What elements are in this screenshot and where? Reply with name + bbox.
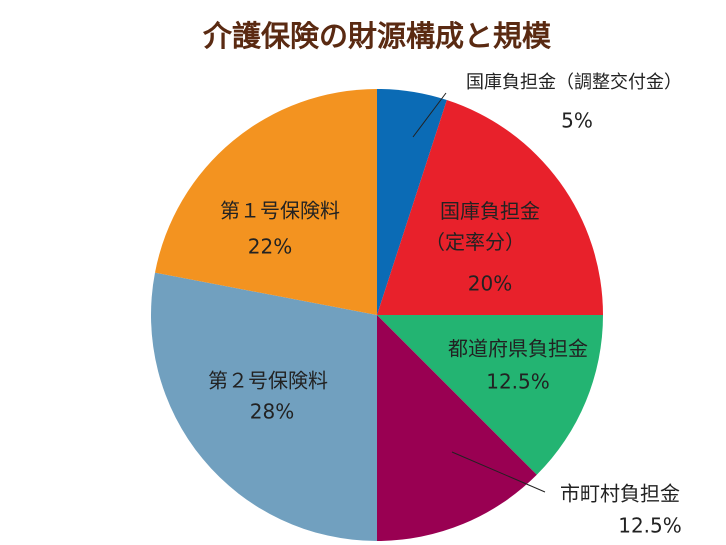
slice-label: 国庫負担金 （定率分）: [425, 199, 540, 254]
value-label: 12.5%: [486, 370, 550, 394]
slice-label: 市町村負担金: [560, 482, 680, 506]
value-label: 28%: [250, 400, 294, 424]
pie-slice: [155, 89, 377, 315]
leader-line: [451, 451, 546, 493]
slice-label: 都道府県負担金: [448, 337, 588, 361]
leader-line: [412, 92, 447, 138]
pie-slice: [377, 89, 447, 315]
slice-label: 国庫負担金（調整交付金）: [466, 72, 682, 93]
pie-slice: [377, 315, 603, 475]
label-line: （定率分）: [425, 230, 525, 254]
slice-label: 第２号保険料: [208, 369, 328, 393]
chart-title: 介護保険の財源構成と規模: [202, 19, 552, 53]
value-label: 22%: [248, 235, 292, 259]
label-line: 国庫負担金: [440, 199, 540, 223]
pie-slice: [151, 272, 377, 541]
value-label: 20%: [468, 272, 512, 296]
value-label: 12.5%: [618, 514, 682, 538]
slice-label: 第１号保険料: [220, 199, 340, 223]
pie-slice: [377, 315, 537, 541]
value-label: 5%: [561, 109, 593, 133]
pie-slice: [377, 100, 603, 316]
